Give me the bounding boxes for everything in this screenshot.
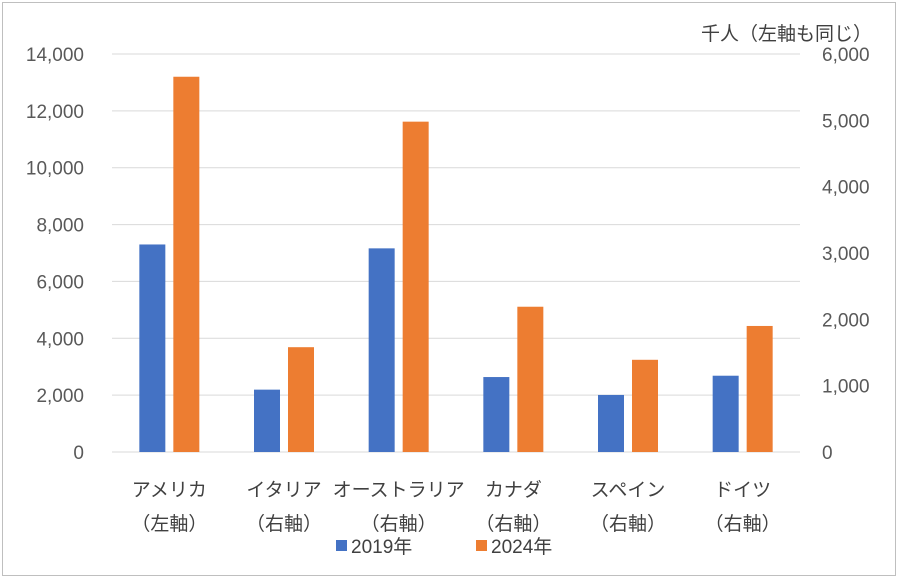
- category-axis-note: （右軸）: [705, 513, 781, 535]
- category-axis-note: （右軸）: [246, 513, 322, 535]
- right-tick-label: 3,000: [822, 244, 870, 265]
- category-label: アメリカ: [132, 479, 207, 501]
- left-axis-ticks: 0 2,000 4,000 6,000 8,000 10,000 12,000 14,000: [26, 45, 84, 464]
- left-tick-label: 4,000: [36, 329, 84, 350]
- right-tick-label: 2,000: [822, 310, 870, 331]
- bars: [139, 76, 773, 452]
- left-tick-label: 6,000: [36, 272, 84, 293]
- legend: 2019年 2024年: [336, 536, 552, 558]
- legend-swatch: [476, 540, 487, 551]
- category-label: イタリア: [246, 479, 321, 501]
- legend-label: 2024年: [491, 536, 552, 558]
- bar-series-2: [746, 325, 773, 452]
- bar-series-1: [598, 394, 624, 452]
- left-tick-label: 0: [73, 443, 84, 464]
- bar-series-1: [139, 244, 166, 452]
- bar-series-2: [288, 347, 314, 452]
- right-tick-label: 5,000: [822, 111, 870, 132]
- legend-label: 2019年: [351, 536, 412, 558]
- bar-series-2: [632, 359, 658, 452]
- right-axis-ticks: 0 1,000 2,000 3,000 4,000 5,000 6,000: [822, 45, 870, 464]
- category-axis-note: （右軸）: [475, 513, 551, 535]
- bar-series-1: [254, 389, 280, 452]
- category-label: カナダ: [485, 479, 542, 501]
- category-label: ドイツ: [714, 479, 771, 501]
- bar-series-1: [712, 375, 739, 452]
- right-tick-label: 0: [822, 443, 833, 464]
- bar-series-2: [173, 76, 200, 452]
- right-tick-label: 4,000: [822, 178, 870, 199]
- right-tick-label: 6,000: [822, 45, 870, 66]
- category-axis-note: （右軸）: [361, 513, 437, 535]
- legend-swatch: [336, 540, 347, 551]
- category-axis-note: （右軸）: [590, 513, 666, 535]
- category-label: スペイン: [591, 479, 666, 501]
- right-tick-label: 1,000: [822, 377, 870, 398]
- bar-series-1: [368, 248, 395, 452]
- bar-series-2: [517, 306, 544, 452]
- category-labels: アメリカ （左軸） イタリア （右軸） オーストラリア （右軸） カナダ （右軸） スペイン （右…: [131, 479, 780, 535]
- left-tick-label: 2,000: [36, 386, 84, 407]
- bar-series-1: [483, 377, 510, 452]
- unit-label: 千人（左軸も同じ）: [701, 23, 872, 45]
- bar-series-2: [402, 121, 429, 452]
- gridlines: [112, 53, 800, 453]
- left-tick-label: 12,000: [26, 102, 84, 123]
- left-tick-label: 10,000: [26, 159, 84, 180]
- category-axis-note: （左軸）: [131, 513, 207, 535]
- left-tick-label: 14,000: [26, 45, 84, 66]
- category-label: オーストラリア: [333, 479, 465, 501]
- left-tick-label: 8,000: [36, 216, 84, 237]
